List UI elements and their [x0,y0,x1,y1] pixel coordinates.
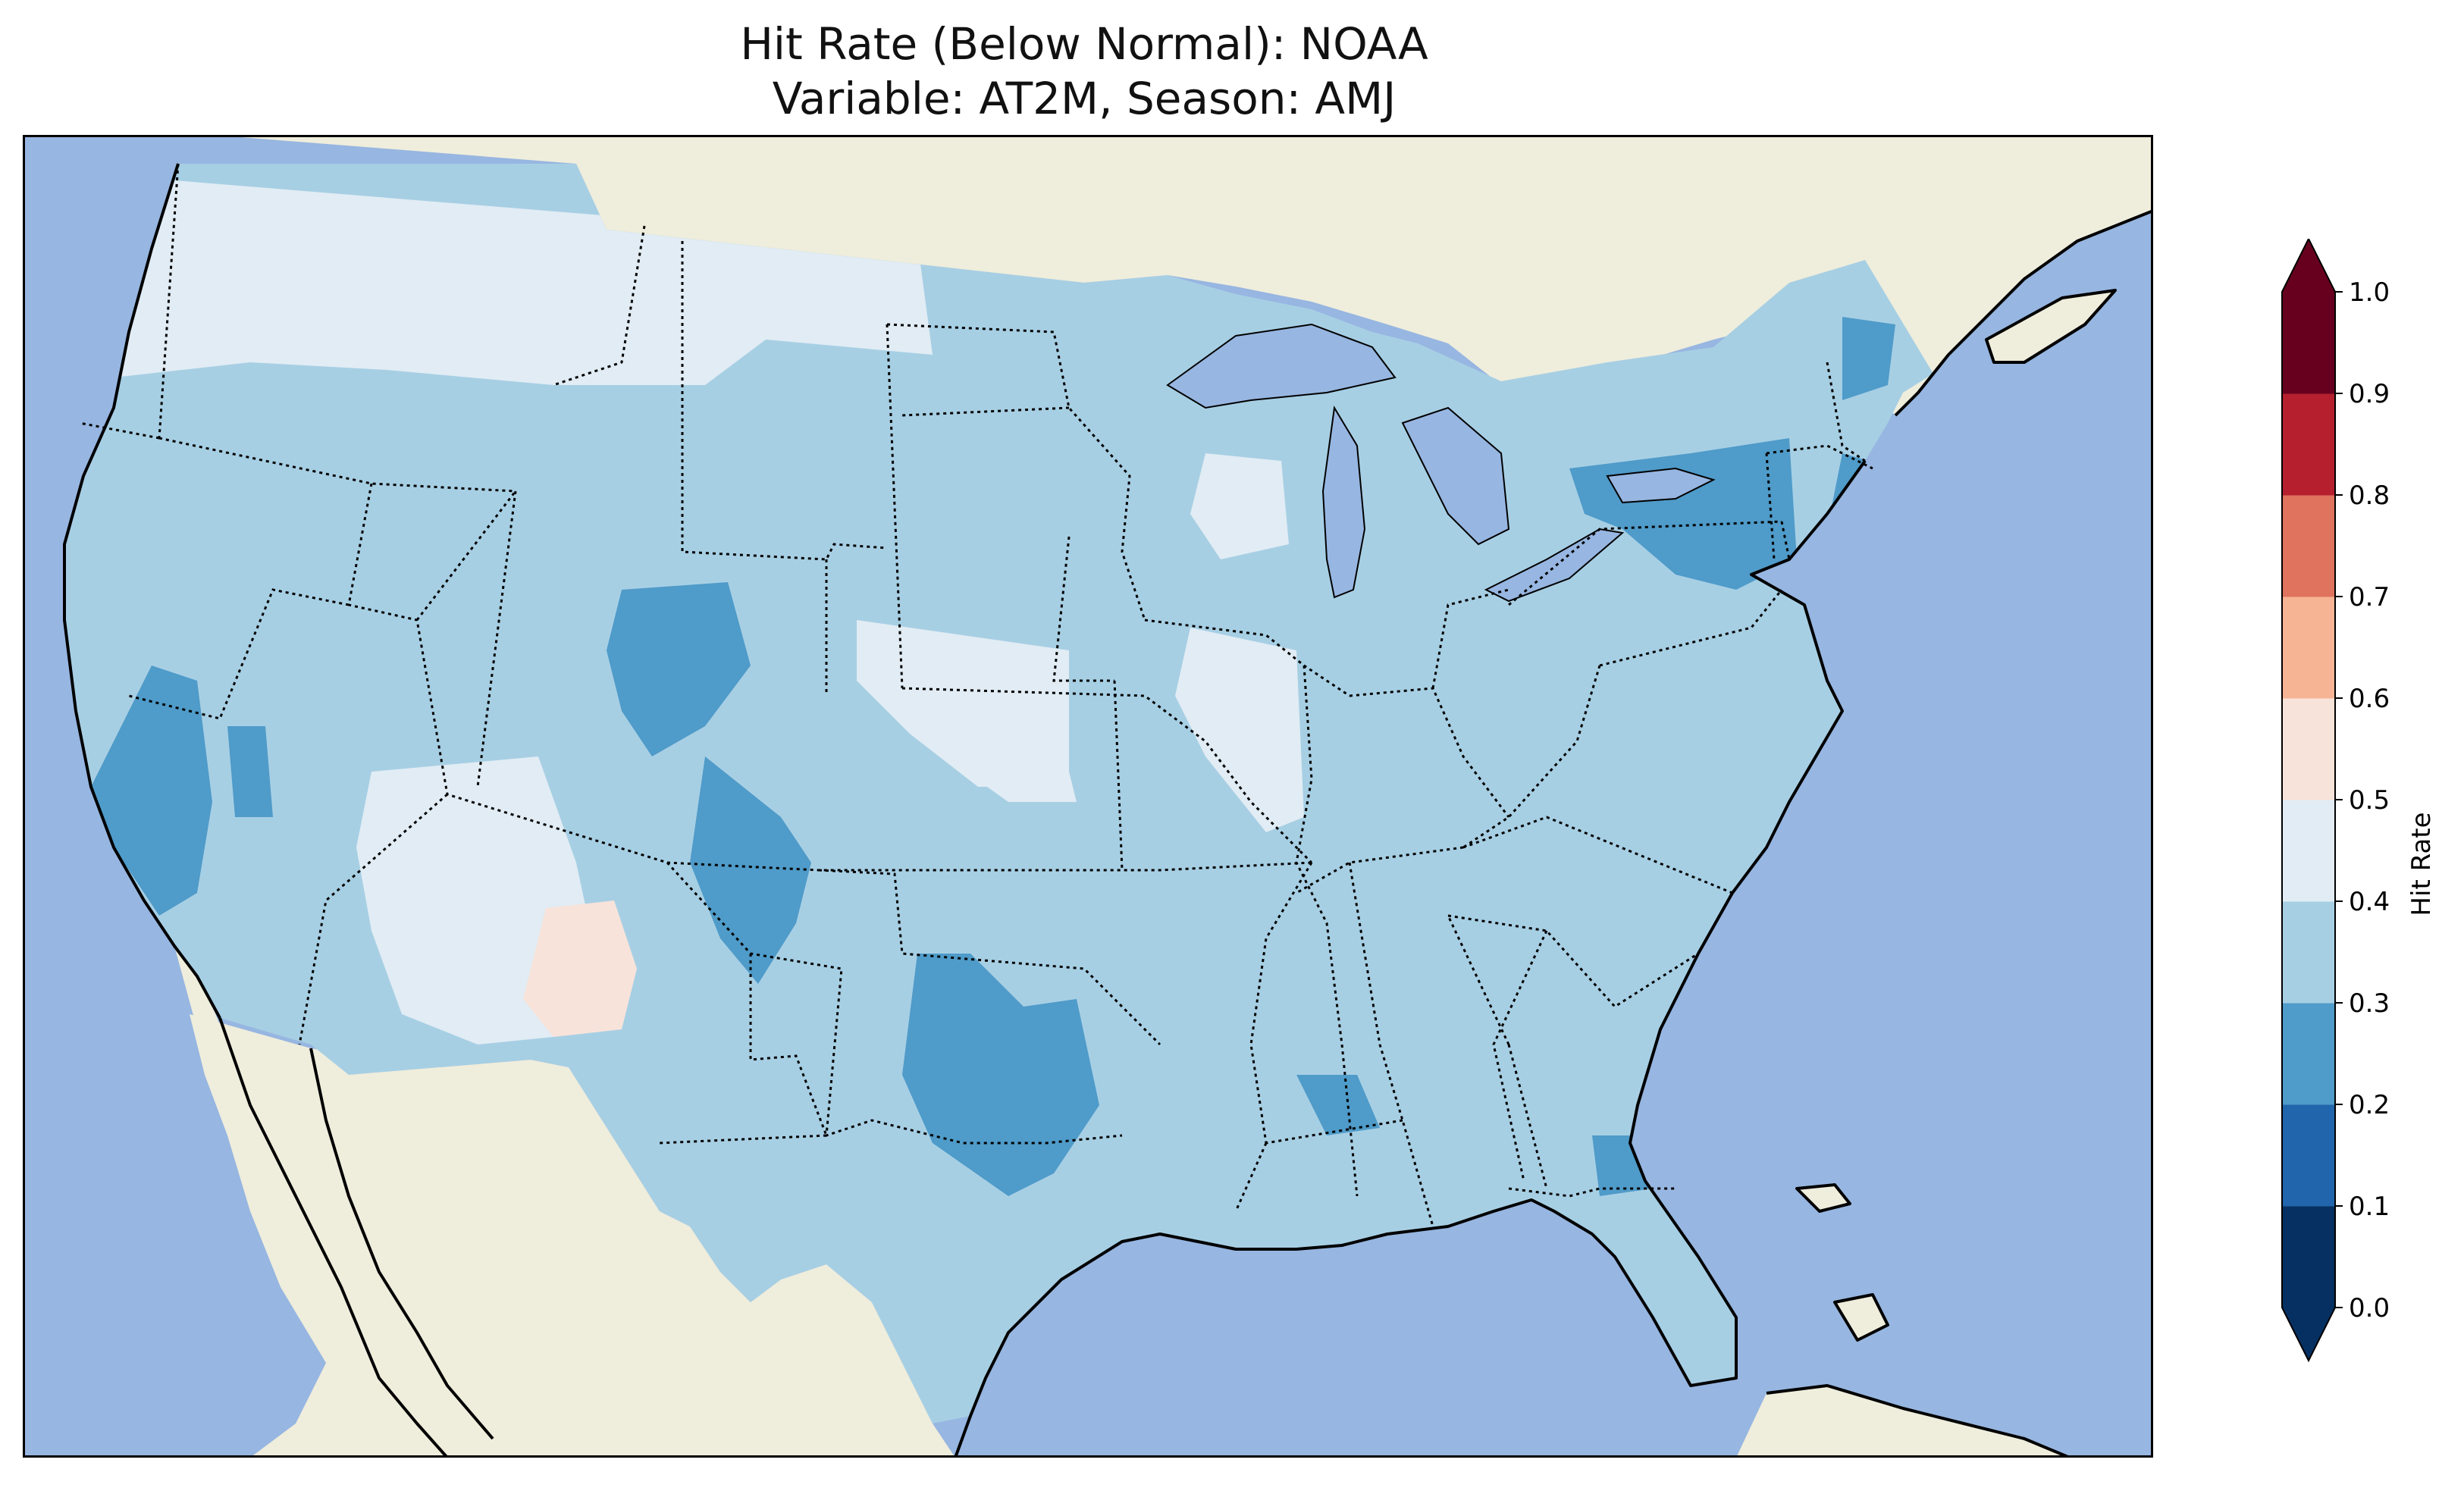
colorbar-tick-label-1: 0.1 [2349,1192,2390,1222]
hit-rate-region-5 [902,954,1653,1196]
hit-rate-region-3 [91,666,273,916]
colorbar-tick-label-9: 0.9 [2349,379,2390,409]
colorbar-label: Hit Rate [2406,812,2437,916]
colorbar-tick-label-10: 1.0 [2349,277,2390,308]
colorbar-ticks: 0.0 0.1 0.2 0.3 0.4 0.5 0.6 0.7 0.8 0.9 1.0 [2335,277,2390,1323]
lake-superior [1166,323,1397,409]
land-bahamas [1797,1185,1850,1211]
colorbar: 0.0 0.1 0.2 0.3 0.4 0.5 0.6 0.7 0.8 0.9 1.0 Hit Ra… [2281,239,2437,1363]
map-title: Hit Rate (Below Normal): NOAA Variable: … [23,17,2146,126]
colorbar-tick-label-7: 0.7 [2349,582,2390,612]
colorbar-tick-label-5: 0.5 [2349,785,2390,816]
colorbar-bins [2282,292,2335,1308]
hit-rate-region-6 [1569,317,1895,590]
colorbar-bin-0 [2282,1206,2335,1308]
colorbar-bin-1 [2282,1104,2335,1207]
title-line-2: Variable: AT2M, Season: AMJ [772,73,1397,124]
land-cuba [1736,1386,2070,1458]
colorbar-bin-9 [2282,292,2335,394]
colorbar-tick-label-0: 0.0 [2349,1293,2390,1323]
lake-ontario [1606,467,1716,504]
land-baja [174,946,447,1458]
colorbar-tick-label-6: 0.6 [2349,684,2390,714]
colorbar-tick-label-2: 0.2 [2349,1090,2390,1120]
great-lakes [1166,323,1716,603]
land-florida-keys-area [1835,1295,1888,1340]
colorbar-tick-label-8: 0.8 [2349,481,2390,511]
map-frame [23,135,2153,1458]
land-mexico [190,1014,955,1458]
lake-erie [1484,528,1625,603]
lake-michigan [1321,406,1366,599]
colorbar-low-extension [2282,1308,2335,1361]
mexico-coastline [218,1017,494,1458]
colorbar-bin-3 [2282,901,2335,1004]
colorbar-bin-2 [2282,1003,2335,1105]
colorbar-bin-6 [2282,597,2335,699]
land-nova-scotia [1986,290,2115,362]
hit-rate-region-4 [607,582,811,984]
canada-coastline [1894,209,2153,417]
colorbar-bin-7 [2282,495,2335,597]
cuba-coastline [1766,1183,2071,1458]
lake-huron [1401,406,1510,546]
colorbar-bin-4 [2282,800,2335,902]
hit-rate-map [23,135,2153,1458]
colorbar-tick-label-4: 0.4 [2349,887,2390,917]
state-borders [79,163,1873,1227]
colorbar-high-extension [2282,239,2335,292]
hit-rate-region-8 [523,900,637,1037]
us-coastline [63,163,1867,1458]
colorbar-bin-8 [2282,393,2335,496]
title-line-1: Hit Rate (Below Normal): NOAA [740,18,1428,70]
colorbar-bin-5 [2282,698,2335,800]
colorbar-tick-label-3: 0.3 [2349,988,2390,1019]
